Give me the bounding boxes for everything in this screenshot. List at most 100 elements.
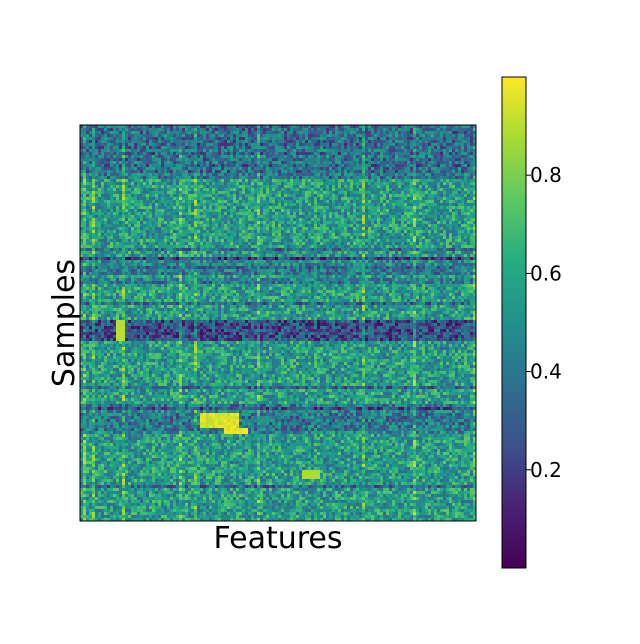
heatmap-cell [215, 230, 219, 234]
heatmap-cell [263, 128, 267, 132]
heatmap-cell [137, 236, 141, 240]
heatmap-cell [305, 152, 309, 156]
heatmap-cell [341, 221, 345, 225]
heatmap-cell [317, 140, 321, 144]
heatmap-cell [353, 209, 357, 213]
heatmap-cell [281, 194, 285, 198]
heatmap-cell [107, 131, 111, 135]
heatmap-cell [98, 173, 102, 177]
heatmap-cell [368, 221, 372, 225]
heatmap-cell [344, 194, 348, 198]
heatmap-cell [281, 176, 285, 180]
heatmap-cell [266, 227, 270, 231]
heatmap-cell [392, 167, 396, 171]
heatmap-cell [284, 146, 288, 150]
heatmap-cell [419, 212, 423, 216]
heatmap-cell [233, 128, 237, 132]
heatmap-cell [398, 194, 402, 198]
heatmap-cell [275, 167, 279, 171]
heatmap-cell [362, 143, 366, 147]
heatmap-cell [404, 164, 408, 168]
heatmap-cell [464, 188, 468, 192]
heatmap-cell [212, 206, 216, 210]
heatmap-cell [320, 128, 324, 132]
heatmap-cell [419, 197, 423, 201]
heatmap-cell [272, 197, 276, 201]
heatmap-cell [104, 125, 108, 129]
heatmap-cell [341, 179, 345, 183]
heatmap-cell [263, 146, 267, 150]
heatmap-cell [233, 176, 237, 180]
heatmap-cell [335, 140, 339, 144]
heatmap-cell [101, 200, 105, 204]
heatmap-cell [233, 170, 237, 174]
heatmap-cell [359, 200, 363, 204]
heatmap-cell [179, 218, 183, 222]
heatmap-cell [155, 182, 159, 186]
heatmap-cell [338, 197, 342, 201]
heatmap-cell [152, 137, 156, 141]
heatmap-cell [185, 218, 189, 222]
heatmap-cell [431, 194, 435, 198]
heatmap-cell [125, 167, 129, 171]
heatmap-cell [461, 203, 465, 207]
heatmap-cell [362, 125, 366, 129]
heatmap-cell [299, 221, 303, 225]
heatmap-cell [473, 173, 476, 177]
heatmap-cell [287, 155, 291, 159]
heatmap-cell [92, 167, 96, 171]
heatmap-cell [443, 131, 447, 135]
heatmap-cell [449, 182, 453, 186]
heatmap-cell [176, 137, 180, 141]
heatmap-cell [470, 176, 474, 180]
heatmap-cell [89, 197, 93, 201]
heatmap-cell [461, 227, 465, 231]
heatmap-cell [395, 233, 399, 237]
heatmap-cell [392, 191, 396, 195]
heatmap-cell [179, 140, 183, 144]
heatmap-cell [302, 203, 306, 207]
heatmap-cell [167, 212, 171, 216]
heatmap-cell [407, 185, 411, 189]
heatmap-cell [209, 176, 213, 180]
heatmap-cell [314, 182, 318, 186]
heatmap-cell [344, 146, 348, 150]
heatmap-cell [341, 188, 345, 192]
heatmap-cell [227, 164, 231, 168]
heatmap-cell [356, 230, 360, 234]
heatmap-cell [140, 209, 144, 213]
heatmap-cell [221, 137, 225, 141]
heatmap-cell [275, 197, 279, 201]
heatmap-cell [227, 218, 231, 222]
heatmap-cell [419, 128, 423, 132]
heatmap-cell [383, 167, 387, 171]
heatmap-cell [260, 146, 264, 150]
heatmap-cell [125, 236, 129, 240]
heatmap-cell [284, 173, 288, 177]
heatmap-cell [245, 185, 249, 189]
heatmap-cell [473, 128, 476, 132]
heatmap-cell [179, 128, 183, 132]
heatmap-cell [176, 212, 180, 216]
heatmap-cell [398, 212, 402, 216]
heatmap-cell [308, 146, 312, 150]
heatmap-cell [437, 194, 441, 198]
heatmap-cell [227, 137, 231, 141]
heatmap-cell [446, 167, 450, 171]
heatmap-cell [374, 209, 378, 213]
heatmap-cell [383, 224, 387, 228]
heatmap-cell [371, 128, 375, 132]
heatmap-cell [119, 131, 123, 135]
heatmap-cell [107, 137, 111, 141]
heatmap-cell [362, 224, 366, 228]
heatmap-cell [257, 218, 261, 222]
heatmap-cell [440, 230, 444, 234]
heatmap-cell [395, 158, 399, 162]
heatmap-cell [167, 185, 171, 189]
heatmap-cell [257, 188, 261, 192]
heatmap-cell [311, 152, 315, 156]
heatmap-cell [440, 167, 444, 171]
heatmap-cell [320, 137, 324, 141]
heatmap-cell [215, 152, 219, 156]
heatmap-cell [470, 230, 474, 234]
